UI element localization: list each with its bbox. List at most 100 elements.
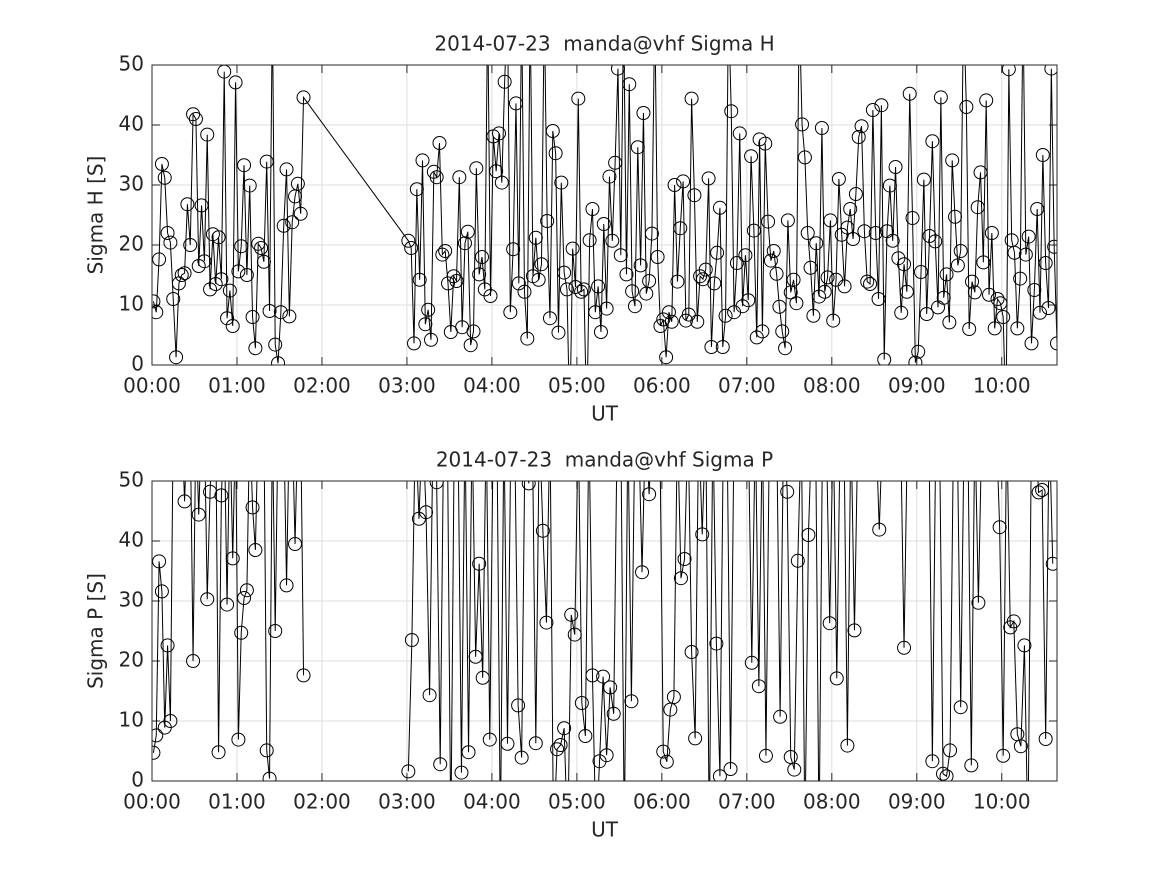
data-point <box>163 235 178 250</box>
data-point <box>803 260 818 275</box>
data-point <box>475 670 490 685</box>
data-point <box>248 543 263 557</box>
data-point <box>521 481 536 491</box>
data-point <box>463 338 478 353</box>
data-point <box>801 528 816 542</box>
data-point <box>942 315 957 330</box>
data-point <box>1035 148 1050 162</box>
chart-title: 2014-07-23 manda@vhf Sigma H <box>434 32 774 56</box>
data-point <box>599 748 614 763</box>
data-point <box>454 765 469 780</box>
data-point <box>619 267 634 282</box>
data-point <box>622 77 637 92</box>
data-point <box>535 523 550 538</box>
data-point <box>242 178 257 193</box>
data-point <box>262 771 277 781</box>
data-point <box>211 745 226 760</box>
data-point <box>548 146 563 161</box>
data-point <box>608 155 623 170</box>
data-point <box>401 233 416 248</box>
data-point <box>959 100 974 114</box>
data-point <box>568 280 583 294</box>
data-point <box>659 350 674 365</box>
data-point <box>435 247 450 262</box>
data-point <box>174 268 189 282</box>
data-point <box>874 98 889 113</box>
y-tick-label: 30 <box>119 588 144 612</box>
data-point <box>953 700 968 715</box>
data-point <box>225 319 240 333</box>
x-tick-label: 07:00 <box>718 790 776 814</box>
data-point <box>429 481 444 490</box>
data-point <box>681 307 696 322</box>
data-point <box>506 242 521 257</box>
data-point <box>415 153 430 168</box>
x-tick-label: 03:00 <box>378 790 436 814</box>
data-point <box>982 287 997 302</box>
data-point <box>231 732 246 747</box>
data-point <box>888 160 903 174</box>
data-point <box>585 668 600 683</box>
data-point <box>494 175 509 190</box>
y-tick-label: 20 <box>119 648 144 672</box>
data-point <box>744 655 759 670</box>
data-point <box>635 565 650 580</box>
data-point <box>650 250 665 264</box>
data-point <box>710 245 725 260</box>
data-point <box>188 112 203 126</box>
data-point <box>644 226 659 241</box>
x-tick-label: 07:00 <box>718 374 776 398</box>
data-point <box>222 283 237 298</box>
data-point <box>823 213 838 228</box>
data-point <box>449 274 464 288</box>
data-point <box>667 178 682 192</box>
data-point <box>761 214 776 229</box>
data-point <box>271 356 286 365</box>
data-point <box>709 636 724 651</box>
x-tick-label: 02:00 <box>293 790 351 814</box>
data-point <box>664 314 679 329</box>
data-point <box>1045 556 1057 571</box>
x-tick-label: 08:00 <box>803 790 861 814</box>
data-point <box>409 182 424 197</box>
data-point <box>511 698 526 713</box>
data-point <box>690 314 705 329</box>
data-point <box>857 224 872 239</box>
data-point <box>200 592 215 607</box>
data-point <box>741 293 756 308</box>
x-tick-label: 09:00 <box>888 374 946 398</box>
data-point <box>656 312 671 327</box>
data-point <box>971 595 986 610</box>
x-tick-label: 01:00 <box>208 790 266 814</box>
data-point <box>520 331 535 346</box>
data-point <box>177 494 192 509</box>
data-point <box>169 350 184 365</box>
data-point <box>296 90 311 105</box>
data-point <box>288 537 303 551</box>
data-point <box>276 218 291 233</box>
data-point <box>854 119 869 134</box>
data-point <box>1038 256 1053 270</box>
data-point <box>766 244 781 258</box>
data-point <box>673 221 688 236</box>
data-point <box>718 308 733 323</box>
data-point <box>769 266 784 281</box>
data-point <box>517 284 532 299</box>
data-point <box>659 754 674 769</box>
data-point <box>687 188 702 203</box>
data-point <box>732 126 747 141</box>
data-point <box>567 627 582 642</box>
data-point <box>625 284 640 299</box>
data-point <box>452 170 467 185</box>
x-tick-label: 02:00 <box>293 374 351 398</box>
data-point <box>837 279 852 294</box>
chart-title: 2014-07-23 manda@vhf Sigma P <box>436 448 773 472</box>
data-point <box>441 276 456 291</box>
data-point <box>231 264 246 279</box>
data-point <box>723 762 738 776</box>
data-point <box>551 325 566 340</box>
data-point <box>412 272 427 287</box>
data-point <box>797 150 812 165</box>
y-tick-label: 50 <box>119 468 144 492</box>
data-point <box>840 738 855 753</box>
